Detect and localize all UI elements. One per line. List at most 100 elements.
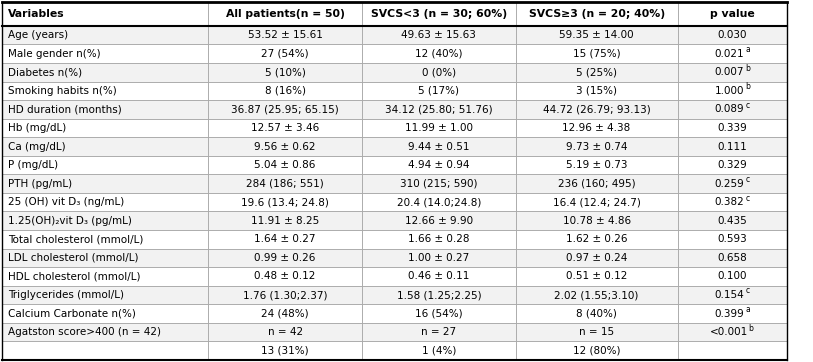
Bar	[677, 156, 787, 174]
Bar	[2, 2, 208, 26]
Bar	[515, 45, 677, 63]
Text: SVCS<3 (n = 30; 60%): SVCS<3 (n = 30; 60%)	[371, 9, 507, 19]
Text: HD duration (months): HD duration (months)	[8, 104, 122, 114]
Bar	[677, 230, 787, 249]
Bar	[208, 286, 362, 304]
Bar	[208, 137, 362, 156]
Bar	[362, 323, 515, 341]
Text: 0.51 ± 0.12: 0.51 ± 0.12	[566, 272, 628, 282]
Bar	[515, 2, 677, 26]
Bar	[362, 2, 515, 26]
Bar	[2, 267, 208, 286]
Text: 0.48 ± 0.12: 0.48 ± 0.12	[254, 272, 315, 282]
Bar	[208, 230, 362, 249]
Bar	[362, 267, 515, 286]
Bar	[208, 249, 362, 267]
Text: 1.66 ± 0.28: 1.66 ± 0.28	[408, 234, 470, 244]
Bar	[515, 26, 677, 45]
Text: n = 15: n = 15	[579, 327, 614, 337]
Bar	[515, 286, 677, 304]
Text: 0.154: 0.154	[715, 290, 744, 300]
Bar	[208, 323, 362, 341]
Text: c: c	[746, 194, 750, 203]
Text: 27 (54%): 27 (54%)	[261, 49, 309, 59]
Bar	[362, 304, 515, 323]
Bar	[208, 341, 362, 360]
Text: 20.4 (14.0;24.8): 20.4 (14.0;24.8)	[397, 197, 481, 207]
Text: c: c	[746, 175, 750, 184]
Bar	[677, 137, 787, 156]
Bar	[362, 286, 515, 304]
Bar	[677, 286, 787, 304]
Text: 0.339: 0.339	[717, 123, 747, 133]
Text: 0 (0%): 0 (0%)	[422, 67, 456, 77]
Text: All patients(n = 50): All patients(n = 50)	[226, 9, 345, 19]
Bar	[362, 156, 515, 174]
Bar	[515, 63, 677, 81]
Bar	[515, 249, 677, 267]
Text: Ca (mg/dL): Ca (mg/dL)	[8, 142, 66, 152]
Text: 5.19 ± 0.73: 5.19 ± 0.73	[566, 160, 628, 170]
Text: b: b	[746, 82, 750, 91]
Text: 34.12 (25.80; 51.76): 34.12 (25.80; 51.76)	[385, 104, 493, 114]
Bar	[208, 267, 362, 286]
Text: c: c	[746, 101, 750, 110]
Text: LDL cholesterol (mmol/L): LDL cholesterol (mmol/L)	[8, 253, 138, 263]
Bar	[677, 174, 787, 193]
Bar	[2, 193, 208, 211]
Text: 25 (OH) vit D₃ (ng/mL): 25 (OH) vit D₃ (ng/mL)	[8, 197, 124, 207]
Text: 36.87 (25.95; 65.15): 36.87 (25.95; 65.15)	[231, 104, 339, 114]
Text: 19.6 (13.4; 24.8): 19.6 (13.4; 24.8)	[241, 197, 329, 207]
Bar	[2, 100, 208, 119]
Bar	[677, 63, 787, 81]
Bar	[362, 119, 515, 137]
Bar	[677, 211, 787, 230]
Bar	[2, 341, 208, 360]
Text: 5 (25%): 5 (25%)	[576, 67, 617, 77]
Text: 53.52 ± 15.61: 53.52 ± 15.61	[248, 30, 323, 40]
Text: 8 (40%): 8 (40%)	[576, 308, 617, 319]
Text: 12.96 ± 4.38: 12.96 ± 4.38	[563, 123, 631, 133]
Bar	[677, 267, 787, 286]
Text: Calcium Carbonate n(%): Calcium Carbonate n(%)	[8, 308, 136, 319]
Bar	[2, 304, 208, 323]
Bar	[362, 341, 515, 360]
Text: n = 42: n = 42	[267, 327, 302, 337]
Text: 0.593: 0.593	[717, 234, 747, 244]
Text: Diabetes n(%): Diabetes n(%)	[8, 67, 82, 77]
Text: 59.35 ± 14.00: 59.35 ± 14.00	[559, 30, 634, 40]
Bar	[2, 119, 208, 137]
Bar	[208, 193, 362, 211]
Bar	[2, 323, 208, 341]
Text: 5 (10%): 5 (10%)	[265, 67, 306, 77]
Bar	[208, 119, 362, 137]
Text: 16 (54%): 16 (54%)	[415, 308, 463, 319]
Text: 9.56 ± 0.62: 9.56 ± 0.62	[254, 142, 316, 152]
Text: 4.94 ± 0.94: 4.94 ± 0.94	[408, 160, 470, 170]
Bar	[515, 304, 677, 323]
Text: c: c	[746, 286, 750, 295]
Text: a: a	[746, 45, 750, 54]
Text: 0.97 ± 0.24: 0.97 ± 0.24	[566, 253, 628, 263]
Text: n = 27: n = 27	[421, 327, 456, 337]
Text: Agatston score>400 (n = 42): Agatston score>400 (n = 42)	[8, 327, 161, 337]
Text: 49.63 ± 15.63: 49.63 ± 15.63	[402, 30, 476, 40]
Bar	[2, 249, 208, 267]
Text: 0.100: 0.100	[717, 272, 747, 282]
Text: 5.04 ± 0.86: 5.04 ± 0.86	[254, 160, 315, 170]
Text: 0.259: 0.259	[715, 179, 744, 189]
Bar	[362, 230, 515, 249]
Bar	[677, 341, 787, 360]
Bar	[515, 193, 677, 211]
Bar	[208, 45, 362, 63]
Text: 0.46 ± 0.11: 0.46 ± 0.11	[408, 272, 470, 282]
Text: 15 (75%): 15 (75%)	[573, 49, 620, 59]
Text: 16.4 (12.4; 24.7): 16.4 (12.4; 24.7)	[553, 197, 641, 207]
Bar	[515, 211, 677, 230]
Text: 284 (186; 551): 284 (186; 551)	[246, 179, 324, 189]
Bar	[677, 45, 787, 63]
Text: 44.72 (26.79; 93.13): 44.72 (26.79; 93.13)	[543, 104, 650, 114]
Text: 12 (40%): 12 (40%)	[415, 49, 463, 59]
Bar	[515, 137, 677, 156]
Bar	[515, 156, 677, 174]
